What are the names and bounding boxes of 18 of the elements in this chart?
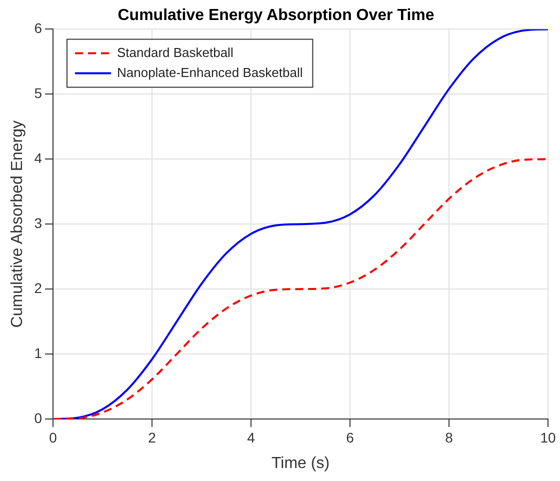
x-tick-label: 2 [148, 429, 156, 446]
y-tick-label: 4 [34, 150, 42, 166]
y-tick-label: 6 [34, 20, 42, 36]
y-tick-label: 0 [34, 410, 42, 426]
x-tick-label: 0 [49, 429, 58, 446]
x-tick-label: 10 [540, 429, 556, 446]
legend-label: Nanoplate-Enhanced Basketball [116, 64, 303, 80]
y-axis-title: Cumulative Absorbed Energy [9, 120, 26, 328]
y-tick-label: 2 [34, 280, 42, 296]
x-tick-label: 6 [346, 429, 354, 446]
chart-title: Cumulative Energy Absorption Over Time [118, 7, 434, 24]
x-tick-label: 4 [247, 429, 256, 446]
legend-label: Standard Basketball [116, 44, 234, 60]
y-tick-label: 1 [34, 344, 42, 361]
y-tick-label: 3 [34, 214, 42, 231]
x-axis-title: Time (s) [271, 454, 330, 472]
x-tick-label: 8 [445, 429, 454, 446]
y-tick-label: 5 [34, 85, 42, 102]
